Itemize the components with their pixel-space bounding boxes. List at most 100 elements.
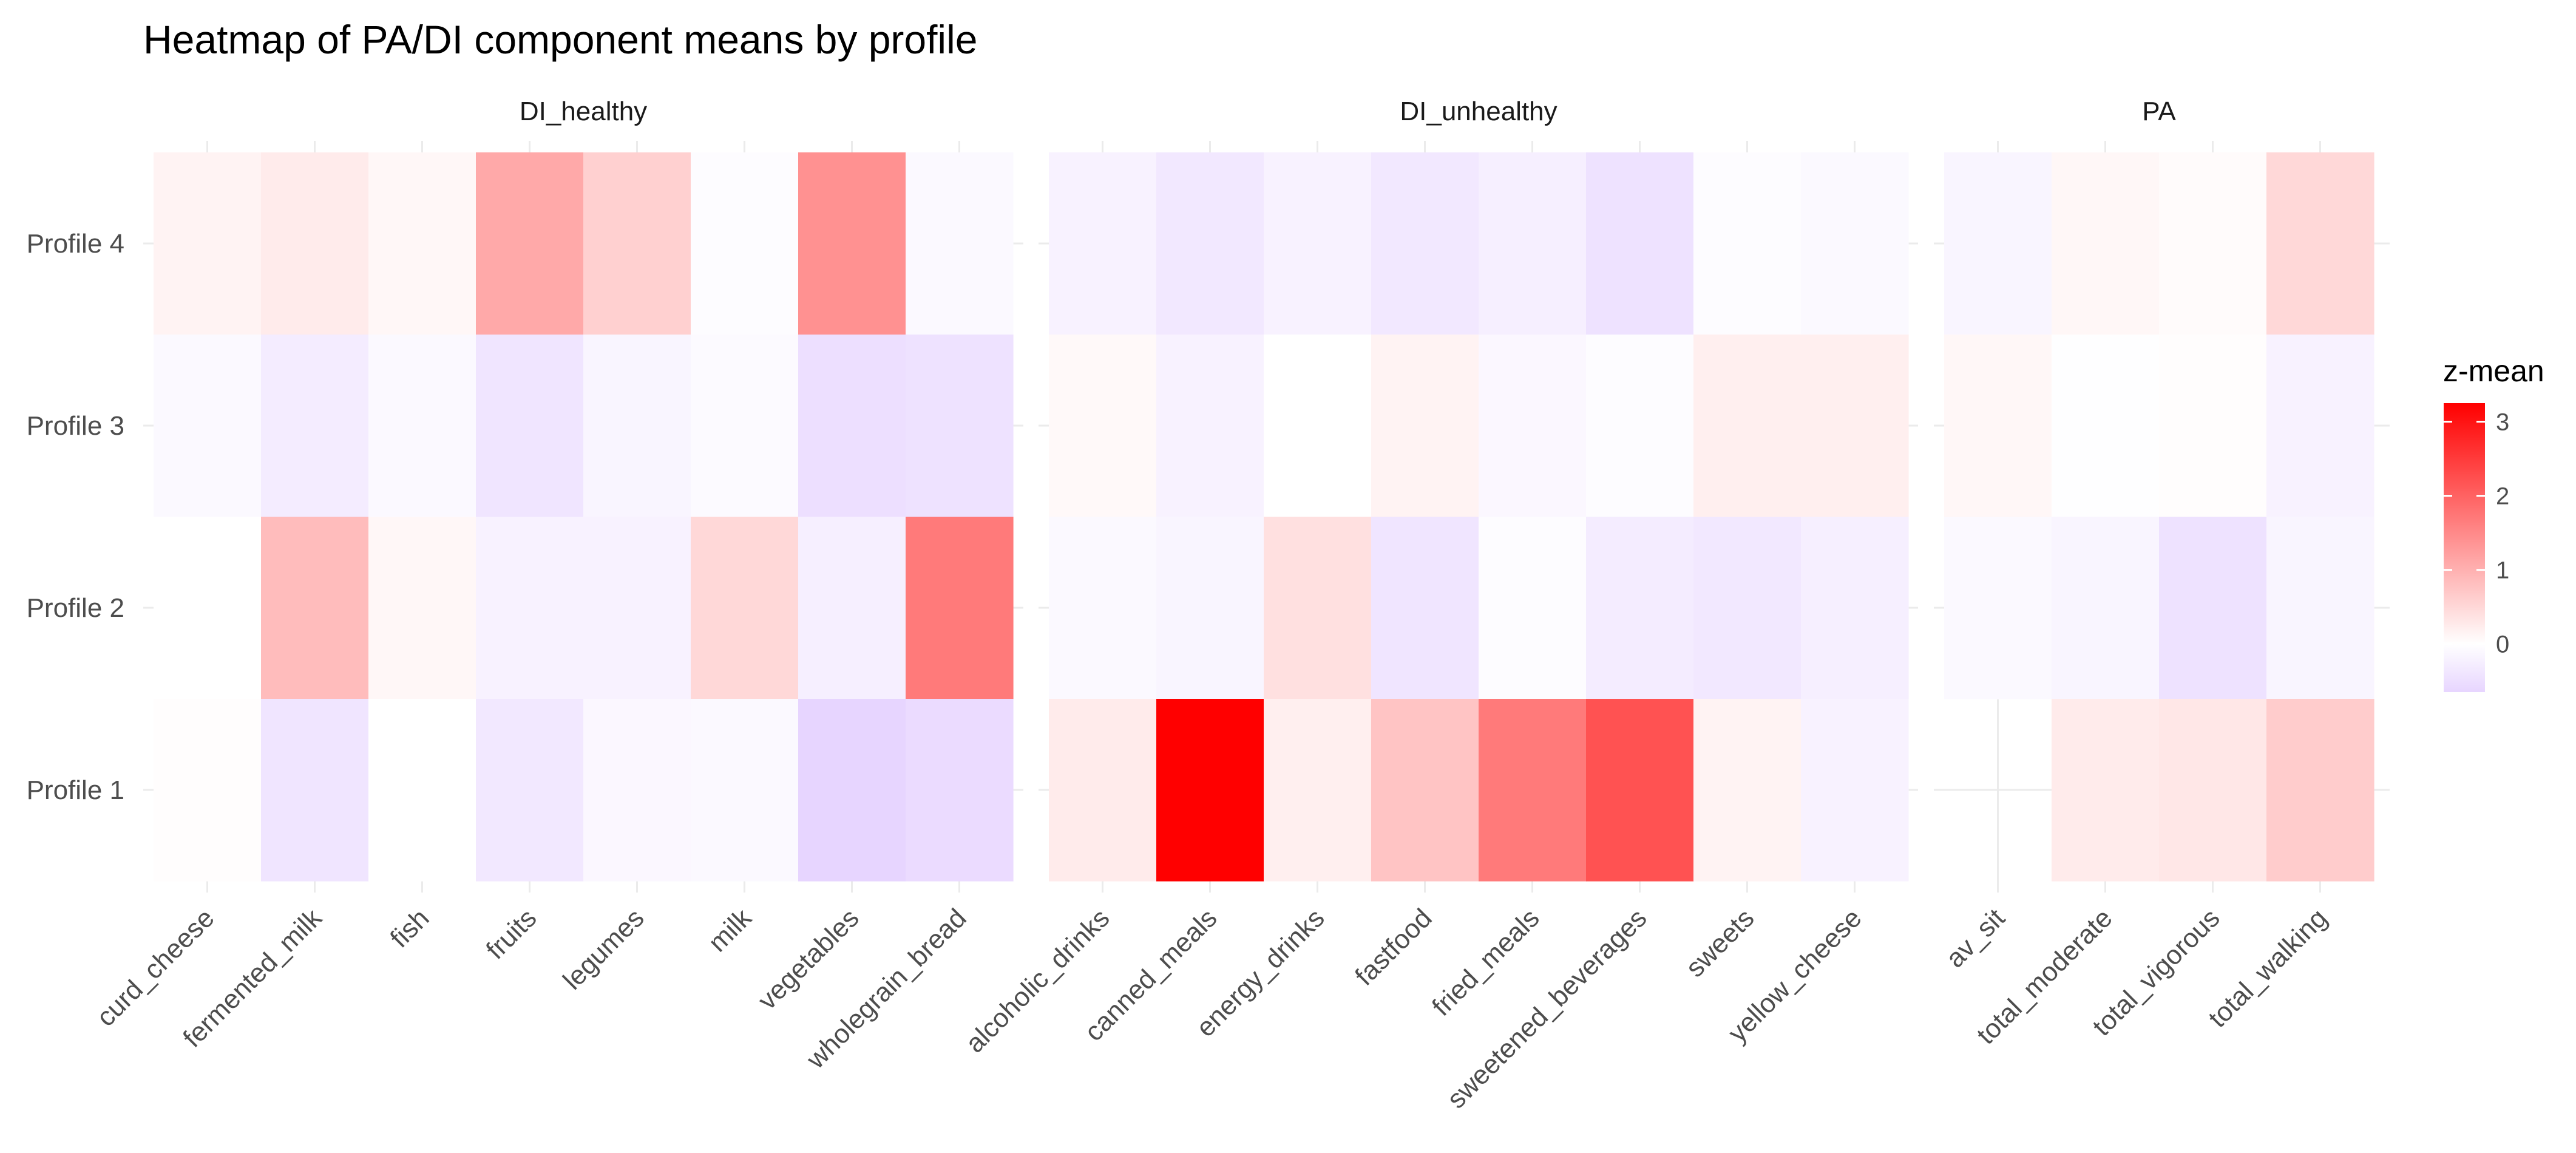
y-tick-label-profile-3: Profile 3 xyxy=(27,411,124,441)
y-tick-label-profile-1: Profile 1 xyxy=(27,775,124,805)
legend-colorbar xyxy=(2444,403,2485,692)
heatmap-cell-fastfood-profile-4: fastfood, Profile 4: -0.35 xyxy=(1371,152,1479,335)
heatmap-cell-sweets-profile-4: sweets, Profile 4: -0.05 xyxy=(1693,152,1802,335)
heatmap-cell-fermented_milk-profile-1: fermented_milk, Profile 1: -0.4 xyxy=(261,699,369,882)
heatmap-cell-fruits-profile-3: fruits, Profile 3: -0.4 xyxy=(476,335,584,517)
heatmap-cell-fruits-profile-1: fruits, Profile 1: -0.35 xyxy=(476,699,584,882)
heatmap-cell-fried_meals-profile-4: fried_meals, Profile 4: -0.25 xyxy=(1479,152,1587,335)
heatmap-cell-total_vigorous-profile-1: total_vigorous, Profile 1: 0.3 xyxy=(2159,699,2267,882)
heatmap-cell-fish-profile-2: fish, Profile 2: 0.1 xyxy=(368,517,476,699)
heatmap-cell-total_moderate-profile-3: total_moderate, Profile 3: -0.02 xyxy=(2052,335,2160,517)
heatmap-cell-alcoholic_drinks-profile-4: alcoholic_drinks, Profile 4: -0.2 xyxy=(1049,152,1157,335)
legend-title: z-mean xyxy=(2443,354,2544,388)
heatmap-cell-vegetables-profile-1: vegetables, Profile 1: -0.65 xyxy=(798,699,906,882)
heatmap-cell-sweets-profile-3: sweets, Profile 3: 0.2 xyxy=(1693,335,1802,517)
x-tick-label-av_sit: av_sit xyxy=(1940,903,2011,973)
heatmap-cell-fermented_milk-profile-3: fermented_milk, Profile 3: -0.3 xyxy=(261,335,369,517)
heatmap-cell-vegetables-profile-4: vegetables, Profile 4: 1.4 xyxy=(798,152,906,335)
y-tick-label-profile-2: Profile 2 xyxy=(27,593,124,623)
heatmap-cell-yellow_cheese-profile-2: yellow_cheese, Profile 2: -0.25 xyxy=(1801,517,1909,699)
x-tick-label-legumes: legumes xyxy=(557,903,649,995)
heatmap-cell-legumes-profile-3: legumes, Profile 3: -0.15 xyxy=(583,335,691,517)
heatmap-cell-fermented_milk-profile-4: fermented_milk, Profile 4: 0.25 xyxy=(261,152,369,335)
heatmap-cell-curd_cheese-profile-1: curd_cheese, Profile 1: 0.02 xyxy=(154,699,262,882)
heatmap-cell-milk-profile-3: milk, Profile 3: -0.08 xyxy=(691,335,799,517)
heatmap-cell-total_vigorous-profile-2: total_vigorous, Profile 2: -0.45 xyxy=(2159,517,2267,699)
heatmap-cell-total_vigorous-profile-3: total_vigorous, Profile 3: 0.02 xyxy=(2159,335,2267,517)
heatmap-cell-fish-profile-3: fish, Profile 3: -0.1 xyxy=(368,335,476,517)
heatmap-cell-sweetened_beverages-profile-1: sweetened_beverages, Profile 1: 2.2 xyxy=(1586,699,1694,882)
heatmap-cell-wholegrain_bread-profile-2: wholegrain_bread, Profile 2: 1.7 xyxy=(906,517,1014,699)
facet-label-DI_unhealthy: DI_unhealthy xyxy=(1400,97,1557,126)
heatmap-cell-total_walking-profile-2: total_walking, Profile 2: -0.15 xyxy=(2266,517,2374,699)
heatmap-cell-total_walking-profile-1: total_walking, Profile 1: 0.65 xyxy=(2266,699,2374,882)
heatmap-cell-energy_drinks-profile-2: energy_drinks, Profile 2: 0.4 xyxy=(1264,517,1372,699)
heatmap-cell-legumes-profile-4: legumes, Profile 4: 0.6 xyxy=(583,152,691,335)
heatmap-cell-fish-profile-1: fish, Profile 1: 0 xyxy=(368,699,476,882)
y-tick-label-profile-4: Profile 4 xyxy=(27,229,124,259)
heatmap-cell-wholegrain_bread-profile-1: wholegrain_bread, Profile 1: -0.55 xyxy=(906,699,1014,882)
facet-label-PA: PA xyxy=(2142,97,2176,126)
heatmap-cell-alcoholic_drinks-profile-2: alcoholic_drinks, Profile 2: -0.1 xyxy=(1049,517,1157,699)
x-tick-label-fastfood: fastfood xyxy=(1349,903,1437,991)
x-tick-label-sweetened_beverages: sweetened_beverages xyxy=(1442,903,1653,1114)
heatmap-cell-total_walking-profile-3: total_walking, Profile 3: -0.2 xyxy=(2266,335,2374,517)
heatmap-cell-curd_cheese-profile-3: curd_cheese, Profile 3: -0.1 xyxy=(154,335,262,517)
heatmap-cell-fried_meals-profile-2: fried_meals, Profile 2: -0.05 xyxy=(1479,517,1587,699)
heatmap-cell-sweetened_beverages-profile-2: sweetened_beverages, Profile 2: -0.3 xyxy=(1586,517,1694,699)
heatmap-cell-total_moderate-profile-1: total_moderate, Profile 1: 0.25 xyxy=(2052,699,2160,882)
heatmap-cell-yellow_cheese-profile-3: yellow_cheese, Profile 3: 0.2 xyxy=(1801,335,1909,517)
heatmap-cell-legumes-profile-1: legumes, Profile 1: -0.12 xyxy=(583,699,691,882)
heatmap-cell-canned_meals-profile-2: canned_meals, Profile 2: -0.15 xyxy=(1156,517,1264,699)
x-tick-label-fried_meals: fried_meals xyxy=(1426,903,1545,1021)
legend-tick-label: 3 xyxy=(2496,409,2509,436)
heatmap-cell-av_sit-profile-4: av_sit, Profile 4: -0.15 xyxy=(1944,152,2052,335)
heatmap-cell-milk-profile-1: milk, Profile 1: -0.1 xyxy=(691,699,799,882)
heatmap-cell-total_vigorous-profile-4: total_vigorous, Profile 4: 0.05 xyxy=(2159,152,2267,335)
heatmap-cell-total_walking-profile-4: total_walking, Profile 4: 0.5 xyxy=(2266,152,2374,335)
heatmap-cell-fastfood-profile-1: fastfood, Profile 1: 0.75 xyxy=(1371,699,1479,882)
heatmap-cell-sweets-profile-1: sweets, Profile 1: 0.15 xyxy=(1693,699,1802,882)
heatmap-cell-legumes-profile-2: legumes, Profile 2: -0.2 xyxy=(583,517,691,699)
heatmap-cell-yellow_cheese-profile-1: yellow_cheese, Profile 1: -0.2 xyxy=(1801,699,1909,882)
facet-label-DI_healthy: DI_healthy xyxy=(520,97,647,126)
heatmap-cell-vegetables-profile-2: vegetables, Profile 2: -0.25 xyxy=(798,517,906,699)
heatmap-cell-energy_drinks-profile-4: energy_drinks, Profile 4: -0.2 xyxy=(1264,152,1372,335)
x-tick-label-milk: milk xyxy=(703,903,758,958)
heatmap-cell-curd_cheese-profile-4: curd_cheese, Profile 4: 0.15 xyxy=(154,152,262,335)
heatmap-cell-alcoholic_drinks-profile-3: alcoholic_drinks, Profile 3: 0.08 xyxy=(1049,335,1157,517)
heatmap-cell-fried_meals-profile-3: fried_meals, Profile 3: -0.12 xyxy=(1479,335,1587,517)
heatmap-cell-fastfood-profile-2: fastfood, Profile 2: -0.4 xyxy=(1371,517,1479,699)
heatmap-cell-milk-profile-2: milk, Profile 2: 0.5 xyxy=(691,517,799,699)
heatmap-cell-fermented_milk-profile-2: fermented_milk, Profile 2: 0.85 xyxy=(261,517,369,699)
heatmap-cell-alcoholic_drinks-profile-1: alcoholic_drinks, Profile 1: 0.25 xyxy=(1049,699,1157,882)
x-tick-label-vegetables: vegetables xyxy=(752,903,864,1015)
heatmap-cell-energy_drinks-profile-3: energy_drinks, Profile 3: 0 xyxy=(1264,335,1372,517)
heatmap-cell-fruits-profile-2: fruits, Profile 2: -0.2 xyxy=(476,517,584,699)
heatmap-cell-total_moderate-profile-2: total_moderate, Profile 2: -0.15 xyxy=(2052,517,2160,699)
heatmap-cell-sweetened_beverages-profile-4: sweetened_beverages, Profile 4: -0.45 xyxy=(1586,152,1694,335)
panel-DI_unhealthy: DI_unhealthy alcoholic_drinks, Profile 4:… xyxy=(960,97,1918,1114)
legend-tick-label: 0 xyxy=(2496,631,2509,658)
heatmap-cell-canned_meals-profile-4: canned_meals, Profile 4: -0.35 xyxy=(1156,152,1264,335)
heatmap-cell-av_sit-profile-2: av_sit, Profile 2: -0.1 xyxy=(1944,517,2052,699)
x-tick-label-fish: fish xyxy=(384,903,435,953)
heatmap-cell-total_moderate-profile-4: total_moderate, Profile 4: 0.1 xyxy=(2052,152,2160,335)
x-tick-label-sweets: sweets xyxy=(1680,903,1760,982)
chart-title: Heatmap of PA/DI component means by prof… xyxy=(143,17,977,62)
heatmap-cell-wholegrain_bread-profile-3: wholegrain_bread, Profile 3: -0.45 xyxy=(906,335,1014,517)
x-tick-label-fruits: fruits xyxy=(480,903,542,965)
heatmap-cell-canned_meals-profile-1: canned_meals, Profile 1: 3.25 xyxy=(1156,699,1264,882)
heatmap-cell-wholegrain_bread-profile-4: wholegrain_bread, Profile 4: -0.1 xyxy=(906,152,1014,335)
heatmap-cell-fruits-profile-4: fruits, Profile 4: 1.1 xyxy=(476,152,584,335)
heatmap-cell-fastfood-profile-3: fastfood, Profile 3: 0.15 xyxy=(1371,335,1479,517)
heatmap-cell-milk-profile-4: milk, Profile 4: -0.05 xyxy=(691,152,799,335)
heatmap-cell-fried_meals-profile-1: fried_meals, Profile 1: 1.7 xyxy=(1479,699,1587,882)
heatmap-cell-curd_cheese-profile-2: curd_cheese, Profile 2: 0 xyxy=(154,517,262,699)
heatmap-cell-energy_drinks-profile-1: energy_drinks, Profile 1: 0.2 xyxy=(1264,699,1372,882)
heatmap-cell-sweets-profile-2: sweets, Profile 2: -0.35 xyxy=(1693,517,1802,699)
